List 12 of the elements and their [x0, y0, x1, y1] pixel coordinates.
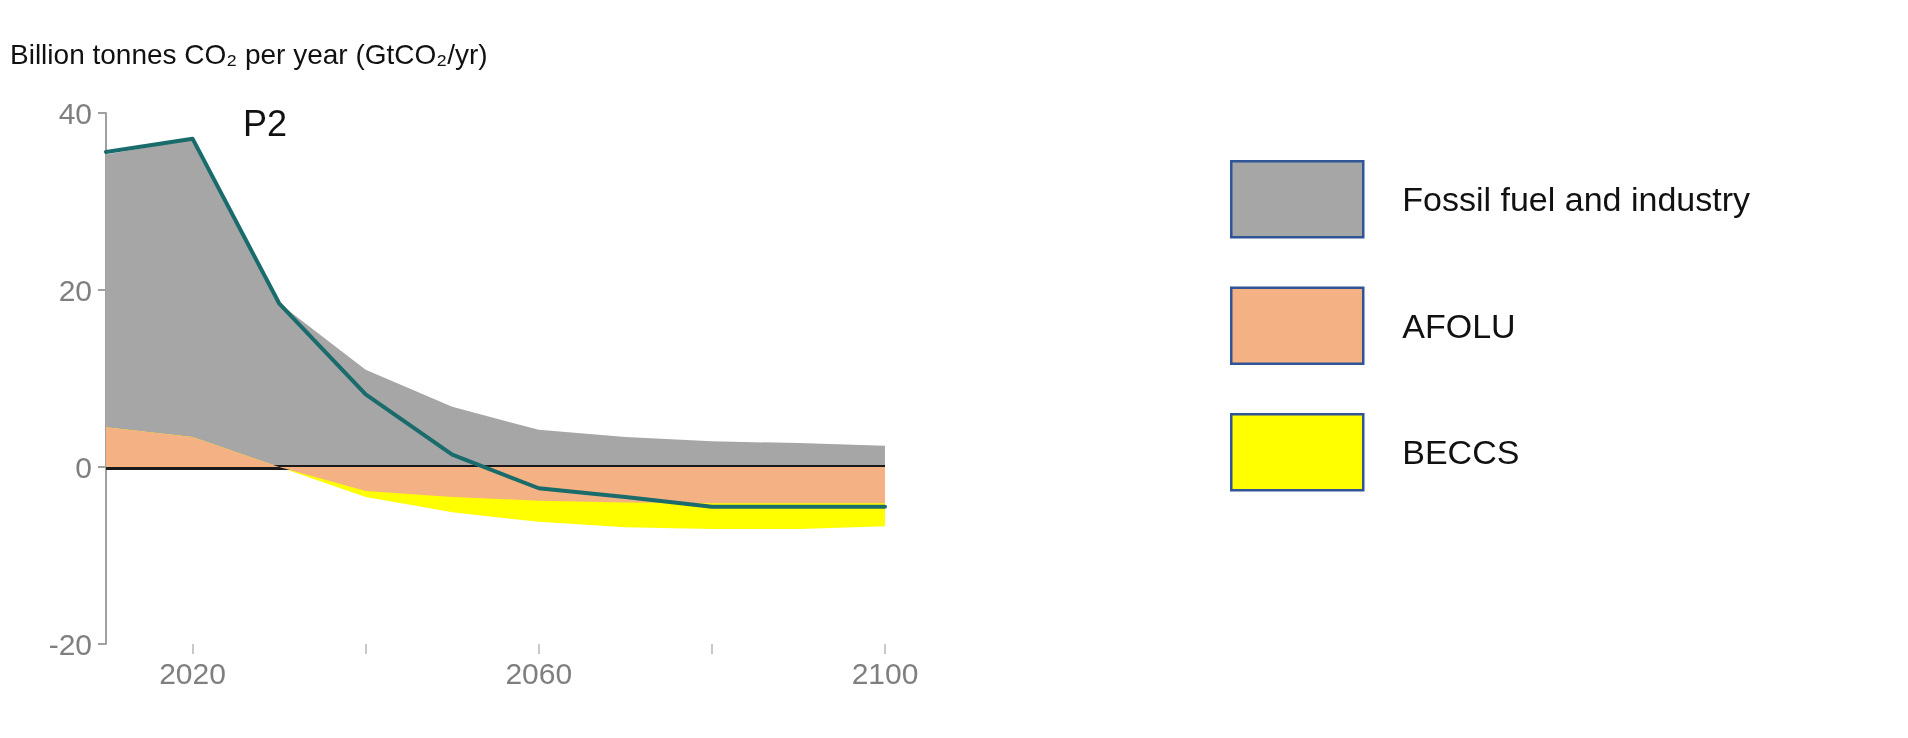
y-axis-title: Billion tonnes CO₂ per year (GtCO₂/yr) — [10, 38, 488, 70]
legend-label: Fossil fuel and industry — [1402, 180, 1750, 219]
y-tick-label: 40 — [58, 96, 92, 130]
x-tick-label: 2060 — [505, 656, 573, 690]
x-tick-label: 2020 — [159, 656, 226, 690]
legend-label: BECCS — [1402, 433, 1520, 472]
y-tick-label: 0 — [75, 450, 92, 484]
legend-label: AFOLU — [1402, 306, 1516, 345]
x-tick-label: 2100 — [851, 656, 919, 690]
y-tick-label: -20 — [48, 627, 92, 661]
chart-title: P2 — [243, 102, 288, 144]
y-tick-label: 20 — [58, 273, 92, 307]
